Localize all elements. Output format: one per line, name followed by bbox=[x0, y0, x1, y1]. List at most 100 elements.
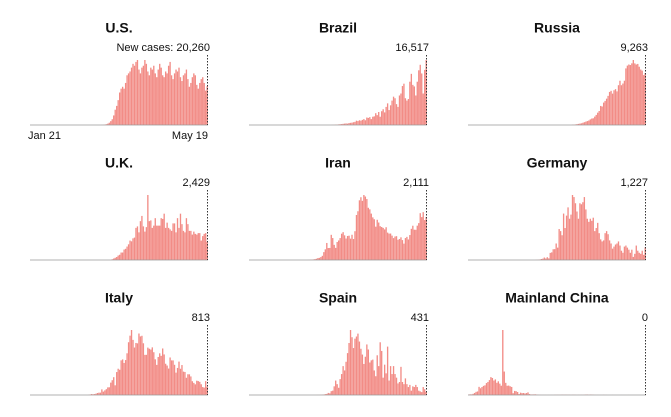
bar bbox=[404, 98, 407, 125]
bar bbox=[318, 257, 321, 260]
bar bbox=[375, 226, 377, 260]
bar bbox=[410, 228, 413, 260]
bar bbox=[199, 233, 201, 260]
bar bbox=[413, 387, 415, 395]
bar bbox=[124, 248, 127, 260]
bar bbox=[391, 374, 393, 395]
bar bbox=[602, 240, 605, 260]
bar bbox=[565, 215, 568, 260]
latest-label: 2,429 bbox=[182, 177, 210, 189]
bar bbox=[378, 366, 380, 395]
bar bbox=[592, 217, 594, 260]
bar bbox=[579, 203, 581, 260]
bar bbox=[138, 333, 140, 395]
bar bbox=[151, 69, 153, 125]
bar bbox=[395, 104, 398, 125]
bar bbox=[473, 392, 476, 395]
bar bbox=[338, 240, 340, 260]
bar bbox=[144, 354, 146, 395]
bar bbox=[562, 213, 565, 260]
bar bbox=[485, 383, 488, 395]
bar bbox=[167, 65, 170, 125]
bar bbox=[342, 366, 344, 395]
bar bbox=[361, 200, 364, 260]
bar bbox=[594, 231, 596, 260]
bar bbox=[154, 73, 156, 125]
bar bbox=[326, 242, 328, 260]
bar bbox=[360, 197, 362, 260]
bar bbox=[345, 361, 347, 395]
bar bbox=[395, 377, 398, 395]
bar bbox=[597, 112, 599, 125]
bar bbox=[90, 394, 93, 395]
bar bbox=[413, 86, 415, 125]
bar bbox=[123, 249, 125, 260]
bar bbox=[141, 215, 143, 260]
bar bbox=[401, 382, 404, 395]
bar bbox=[182, 230, 185, 260]
bar bbox=[522, 393, 525, 395]
bar bbox=[355, 120, 358, 125]
bar bbox=[104, 390, 106, 395]
bar bbox=[200, 79, 202, 125]
bar bbox=[196, 234, 198, 260]
bar bbox=[120, 88, 122, 125]
bar bbox=[361, 119, 364, 125]
bar bbox=[150, 67, 152, 125]
bar bbox=[179, 77, 182, 125]
bar bbox=[600, 239, 602, 260]
bar bbox=[136, 226, 139, 260]
bar bbox=[110, 382, 112, 395]
bar bbox=[570, 214, 572, 260]
bar bbox=[178, 361, 180, 395]
bar bbox=[619, 245, 621, 260]
bar bbox=[194, 384, 196, 395]
bar bbox=[147, 347, 149, 395]
x-axis-start: Jan 21 bbox=[28, 130, 61, 142]
bar bbox=[184, 371, 186, 395]
bar bbox=[111, 119, 113, 125]
bar bbox=[352, 239, 355, 260]
bar bbox=[136, 343, 139, 395]
bar bbox=[594, 116, 596, 125]
bar bbox=[552, 249, 554, 260]
bar bbox=[600, 105, 602, 125]
bar bbox=[132, 63, 134, 125]
bar bbox=[389, 366, 392, 395]
bar bbox=[617, 85, 620, 125]
bar bbox=[340, 374, 343, 395]
bar bbox=[162, 348, 164, 395]
bar bbox=[424, 220, 426, 260]
bar bbox=[117, 255, 119, 260]
bar bbox=[601, 241, 603, 260]
bar bbox=[114, 109, 116, 125]
bar bbox=[120, 360, 122, 395]
bar bbox=[129, 335, 131, 395]
bar bbox=[424, 69, 426, 125]
bar bbox=[370, 119, 372, 125]
bar bbox=[386, 232, 389, 260]
bar bbox=[107, 387, 109, 395]
bar bbox=[123, 362, 125, 395]
bar bbox=[367, 207, 370, 260]
bar bbox=[487, 381, 489, 395]
bar bbox=[124, 360, 127, 395]
bar bbox=[567, 207, 569, 260]
bar bbox=[588, 221, 590, 260]
bar bbox=[616, 243, 618, 260]
bar bbox=[392, 238, 395, 260]
bar bbox=[133, 347, 136, 395]
bar bbox=[625, 245, 627, 260]
bar bbox=[164, 227, 167, 260]
bar bbox=[351, 337, 353, 395]
bar bbox=[378, 112, 380, 125]
bar bbox=[202, 387, 204, 395]
bar bbox=[367, 349, 370, 395]
bar bbox=[381, 227, 383, 260]
bar bbox=[105, 389, 107, 395]
bar bbox=[182, 371, 185, 395]
latest-label: 9,263 bbox=[620, 42, 648, 54]
bar bbox=[163, 354, 165, 395]
bar bbox=[595, 114, 597, 125]
bar bbox=[640, 69, 642, 125]
